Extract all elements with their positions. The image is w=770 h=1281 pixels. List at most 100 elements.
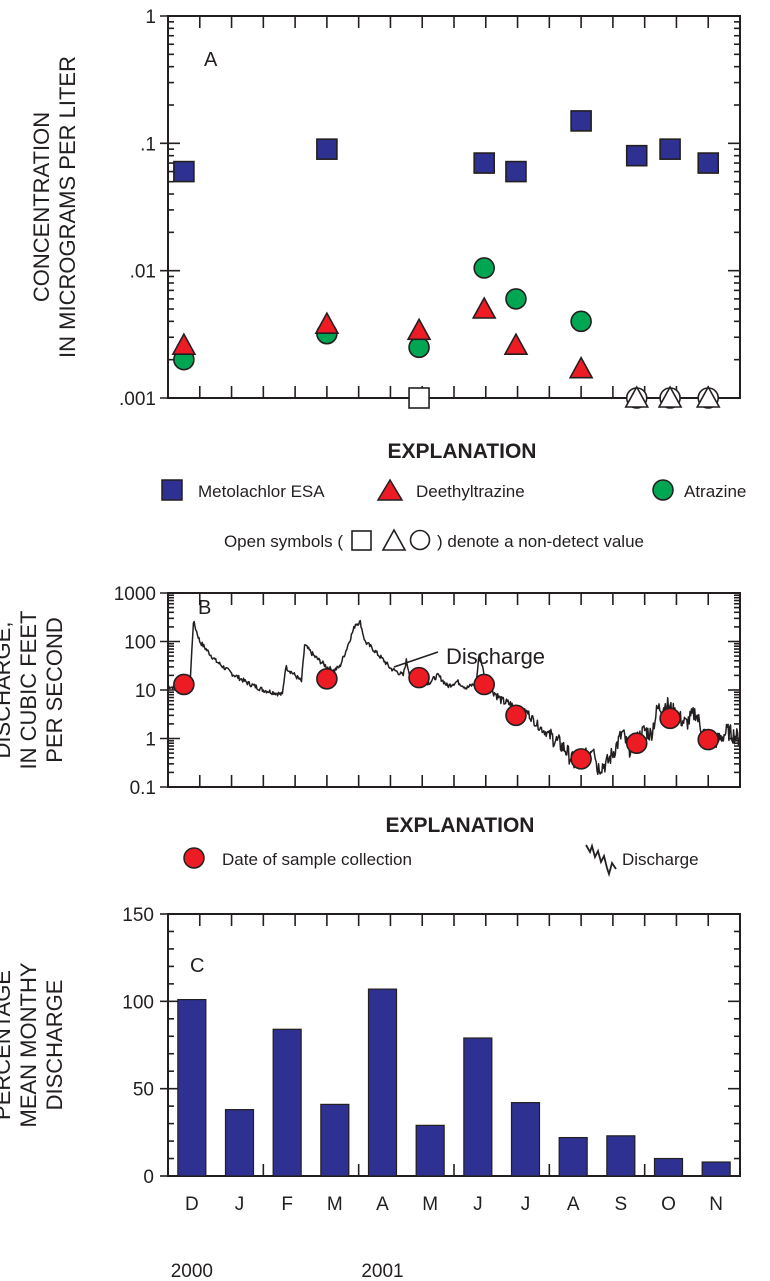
atrazine-marker [570,310,592,333]
sample-date-marker [316,668,338,690]
panel-c-y-axis-title: PERCENTAGE [0,970,15,1120]
panel-c-x-tick-label: A [567,1194,580,1215]
bar [653,1157,684,1177]
panel-b-y-axis-title: PER SECOND [42,617,67,762]
legend-discharge-label: Discharge [622,850,699,869]
sample-date-marker [473,673,495,696]
nondetect-note-suffix: ) denote a non-detect value [437,532,644,551]
year-label-2000: 2000 [171,1261,213,1281]
bar [606,1135,636,1177]
panel-b-y-tick-label: 1 [145,730,156,751]
legend-metolachlor-square-icon [161,479,183,501]
panel-a-y-tick-label: .01 [130,262,156,283]
panel-a-y-axis-title: IN MICROGRAMS PER LITER [55,56,80,358]
chart-panel-b: 0.1 1 10 100 1000 DISCHARGE, IN CUBIC FEET PER … [0,584,741,799]
deethyltrazine-marker [624,385,650,408]
sample-date-marker [408,666,430,689]
deethyltrazine-marker [171,332,197,355]
bar [272,1028,302,1177]
metolachlor-esa-marker [316,138,338,160]
bar [510,1102,541,1177]
panel-c-y-tick-label: 150 [122,905,154,926]
legend-discharge-line-icon [585,842,617,878]
bar [463,1037,493,1177]
sample-date-marker [570,748,592,770]
discharge-line [167,619,741,776]
panel-a-plot-frame [167,15,741,399]
panel-b-label: B [198,597,211,619]
explanation-a: EXPLANATION Metolachlor ESA Deethyltrazi… [161,440,746,551]
sample-date-marker [697,728,720,751]
sample-date-marker [659,707,681,730]
bar [320,1103,350,1177]
metolachlor-esa-marker [697,152,720,174]
panel-c-x-tick-label: F [281,1194,293,1215]
panel-c-y-tick-label: 0 [143,1167,154,1188]
panel-c-y-tick-label: 50 [133,1080,154,1101]
panel-c-x-tick-label: D [185,1194,199,1215]
legend-deethyltrazine-label: Deethyltrazine [416,482,525,501]
panel-a-y-tick-label: .1 [140,134,156,155]
metolachlor-esa-marker [505,160,527,183]
panel-b-y-tick-label: 0.1 [130,778,156,799]
bar [224,1109,255,1177]
panel-b-y-tick-label: 100 [124,633,156,654]
explanation-b: EXPLANATION Date of sample collection Di… [183,814,699,878]
panel-b-y-tick-label: 10 [135,681,156,702]
metolachlor-esa-marker [570,110,592,132]
open-circle-icon [409,529,431,551]
deethyltrazine-marker [695,385,721,408]
chart-panel-a: .001 .01 .1 1 CONCENTRATION IN MICROGRAMS PER… [29,7,741,410]
deethyltrazine-marker [657,385,683,408]
panel-c-y-axis-title: MEAN MONTHY [16,962,41,1127]
panel-c-x-tick-label: M [327,1194,343,1215]
panel-c-x-tick-label: J [521,1194,531,1215]
panel-b-y-tick-label: 1000 [114,584,156,605]
legend-sample-label: Date of sample collection [222,850,412,869]
panel-c-y-axis-title: DISCHARGE [42,980,67,1111]
chart-panel-c: 0 50 100 150 PERCENTAGE MEAN MONTHY DISCHARGE D… [0,905,741,1281]
panel-c-x-tick-label: M [422,1194,438,1215]
legend-atrazine-label: Atrazine [684,482,746,501]
panel-a-y-tick-label: 1 [145,7,156,28]
panel-b-y-axis-title: DISCHARGE, [0,622,15,759]
panel-c-label: C [190,955,204,977]
sample-date-marker [173,673,195,696]
bar [558,1136,588,1177]
deethyltrazine-marker [406,317,432,341]
panel-a-label: A [204,49,218,71]
explanation-b-title: EXPLANATION [386,814,535,837]
nondetect-note-prefix: Open symbols ( [224,532,343,551]
bar [415,1124,445,1177]
explanation-a-title: EXPLANATION [388,440,537,463]
atrazine-marker [473,257,495,279]
discharge-annotation: Discharge [446,644,545,669]
bar [177,998,207,1177]
bar [701,1161,731,1177]
sample-date-marker [625,732,648,755]
panel-a-y-tick-label: .001 [119,389,156,410]
deethyltrazine-marker [503,332,529,355]
discharge-annotation-leader [393,651,439,668]
bar [367,988,398,1177]
atrazine-marker [408,336,430,359]
panel-c-x-tick-label: J [473,1194,483,1215]
open-square-icon [351,530,372,551]
panel-b-y-axis-title: IN CUBIC FEET [16,611,41,770]
metolachlor-esa-marker [408,387,430,409]
legend-sample-circle-icon [183,847,205,869]
panel-c-x-tick-label: O [661,1194,676,1215]
year-label-2001: 2001 [361,1261,403,1281]
metolachlor-esa-marker [659,138,681,160]
panel-c-x-tick-label: S [614,1194,627,1215]
sample-date-marker [505,704,527,727]
legend-deethyltrazine-triangle-icon [376,478,404,501]
panel-c-x-tick-label: A [376,1194,389,1215]
metolachlor-esa-marker [173,160,195,183]
panel-c-y-tick-label: 100 [122,992,154,1013]
atrazine-marker [505,288,527,310]
metolachlor-esa-marker [473,152,495,174]
panel-b-plot-frame [167,592,741,788]
deethyltrazine-marker [471,296,497,319]
